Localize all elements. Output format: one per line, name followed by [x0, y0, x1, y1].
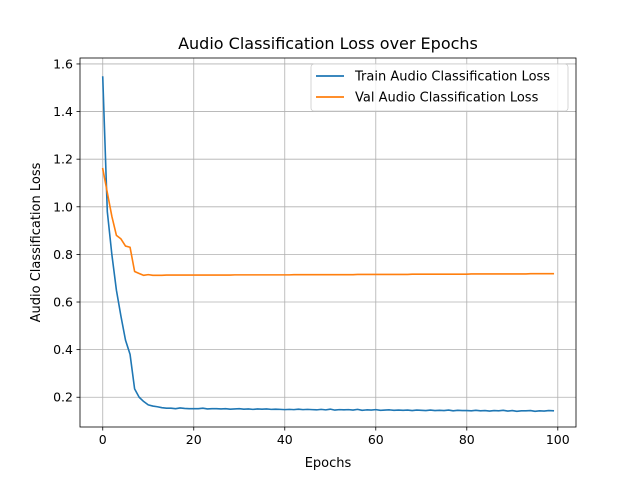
y-tick-label: 1.2: [53, 152, 73, 167]
y-tick-label: 0.6: [53, 295, 73, 310]
axis-ticks: 0 20 40 60 80 100 0.2 0.4 0.6 0.8 1.0 1.2 1.4 1.6: [53, 56, 570, 447]
y-tick-label: 0.4: [53, 342, 73, 357]
y-tick-label: 1.4: [53, 104, 73, 119]
x-tick-label: 80: [459, 432, 475, 447]
chart-title: Audio Classification Loss over Epochs: [178, 34, 478, 53]
y-tick-label: 0.8: [53, 247, 73, 262]
train-loss-line: [101, 76, 555, 413]
legend-label-train: Train Audio Classification Loss: [354, 70, 550, 85]
y-tick-label: 1.6: [53, 56, 73, 71]
legend-box: [310, 63, 569, 112]
x-tick-label: 20: [186, 432, 202, 447]
y-axis-label: Audio Classification Loss: [29, 162, 44, 322]
y-tick-label: 1.0: [53, 199, 73, 214]
x-tick-label: 0: [99, 432, 107, 447]
x-tick-label: 40: [277, 432, 293, 447]
legend: Train Audio Classification Loss Val Audi…: [310, 63, 569, 112]
x-axis-label: Epochs: [305, 456, 352, 471]
val-loss-line: [101, 167, 555, 277]
x-tick-label: 100: [546, 432, 570, 447]
plot-area-frame: [79, 57, 577, 428]
y-tick-label: 0.2: [53, 390, 73, 405]
legend-label-val: Val Audio Classification Loss: [355, 91, 539, 106]
x-tick-label: 60: [368, 432, 384, 447]
series-lines: [101, 76, 555, 413]
